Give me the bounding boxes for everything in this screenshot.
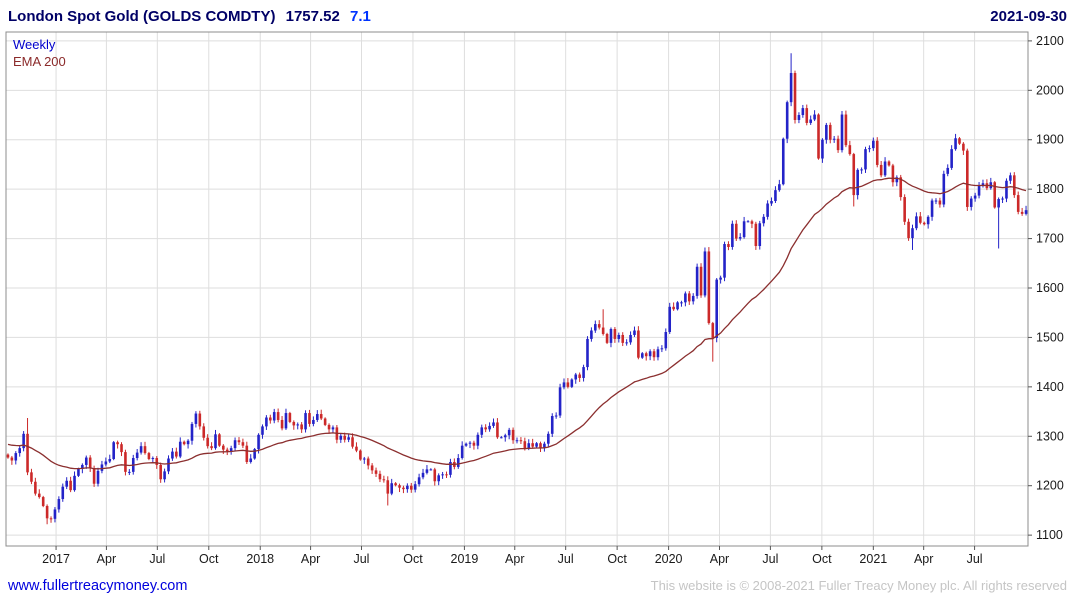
- chart-title: London Spot Gold (GOLDS COMDTY) 1757.52 …: [8, 8, 371, 25]
- candles: [6, 53, 1028, 525]
- svg-text:Jul: Jul: [967, 552, 983, 566]
- svg-text:Jul: Jul: [762, 552, 778, 566]
- instrument-name: London Spot Gold (GOLDS COMDTY): [8, 7, 276, 25]
- svg-text:1200: 1200: [1036, 479, 1064, 493]
- svg-text:Apr: Apr: [97, 552, 116, 566]
- svg-text:Apr: Apr: [710, 552, 729, 566]
- plot-legend: Weekly EMA 200: [13, 36, 66, 70]
- gridlines: [6, 32, 1028, 546]
- x-axis: 2017 Apr Jul Oct 2018 Apr Jul Oct 2019 Apr Jul Oct 2…: [42, 546, 983, 566]
- svg-text:1600: 1600: [1036, 281, 1064, 295]
- svg-text:Jul: Jul: [149, 552, 165, 566]
- svg-text:2020: 2020: [655, 552, 683, 566]
- svg-text:Jul: Jul: [558, 552, 574, 566]
- svg-text:2019: 2019: [451, 552, 479, 566]
- svg-text:2000: 2000: [1036, 83, 1064, 97]
- svg-text:Oct: Oct: [199, 552, 219, 566]
- copyright-text: This website is © 2008-2021 Fuller Treac…: [650, 578, 1067, 593]
- svg-text:1300: 1300: [1036, 429, 1064, 443]
- interval-label: Weekly: [13, 37, 56, 52]
- ema-label: EMA 200: [13, 54, 66, 69]
- chart-footer: www.fullertreacymoney.com This website i…: [0, 572, 1075, 600]
- price-change: 7.1: [350, 7, 371, 25]
- svg-text:1700: 1700: [1036, 232, 1064, 246]
- svg-text:1800: 1800: [1036, 182, 1064, 196]
- price-chart: 1100 1200 1300 1400 1500 1600 1700 1800 1900 2000…: [5, 31, 1064, 566]
- svg-text:1400: 1400: [1036, 380, 1064, 394]
- website-link[interactable]: www.fullertreacymoney.com: [8, 578, 188, 594]
- svg-text:2018: 2018: [246, 552, 274, 566]
- svg-text:2021: 2021: [859, 552, 887, 566]
- svg-text:Oct: Oct: [812, 552, 832, 566]
- svg-text:1500: 1500: [1036, 330, 1064, 344]
- svg-text:1900: 1900: [1036, 133, 1064, 147]
- svg-text:1100: 1100: [1036, 528, 1063, 542]
- svg-text:Apr: Apr: [914, 552, 933, 566]
- svg-text:Apr: Apr: [505, 552, 524, 566]
- chart-header: London Spot Gold (GOLDS COMDTY) 1757.52 …: [8, 4, 1067, 28]
- svg-text:Oct: Oct: [607, 552, 627, 566]
- y-axis: 1100 1200 1300 1400 1500 1600 1700 1800 1900 2000…: [1028, 34, 1064, 542]
- plot-frame: [5, 31, 1029, 547]
- last-price: 1757.52: [285, 7, 340, 25]
- svg-text:Apr: Apr: [301, 552, 320, 566]
- svg-text:2017: 2017: [42, 552, 70, 566]
- chart-date: 2021-09-30: [990, 7, 1067, 25]
- svg-text:Oct: Oct: [403, 552, 423, 566]
- ema-line: [7, 177, 1027, 470]
- svg-text:2100: 2100: [1036, 34, 1064, 48]
- svg-text:Jul: Jul: [353, 552, 369, 566]
